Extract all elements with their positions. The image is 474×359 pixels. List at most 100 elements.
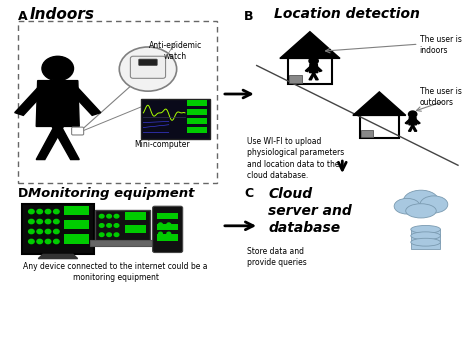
FancyBboxPatch shape [125, 225, 146, 233]
Polygon shape [310, 64, 318, 73]
Text: Any device connected to the internet could be a
monitoring equipment: Any device connected to the internet cou… [23, 262, 208, 282]
Circle shape [107, 214, 111, 218]
Text: D: D [18, 187, 27, 200]
Circle shape [54, 239, 59, 244]
FancyBboxPatch shape [64, 234, 89, 244]
Ellipse shape [411, 225, 440, 233]
Circle shape [45, 239, 51, 244]
Polygon shape [411, 125, 417, 131]
Circle shape [28, 229, 34, 234]
Circle shape [159, 223, 162, 226]
Circle shape [37, 239, 43, 244]
Circle shape [309, 57, 318, 64]
Text: A: A [18, 10, 27, 23]
Circle shape [114, 233, 119, 237]
FancyBboxPatch shape [157, 213, 178, 219]
FancyBboxPatch shape [187, 118, 207, 124]
Circle shape [119, 47, 177, 91]
FancyBboxPatch shape [187, 100, 207, 107]
FancyBboxPatch shape [288, 59, 332, 84]
FancyBboxPatch shape [153, 206, 182, 252]
Polygon shape [316, 66, 322, 71]
FancyBboxPatch shape [157, 224, 178, 230]
Text: C: C [244, 187, 253, 200]
Text: The user is
outdoors: The user is outdoors [420, 87, 462, 107]
Circle shape [37, 219, 43, 224]
Text: Cloud
server and
database: Cloud server and database [268, 187, 352, 235]
Circle shape [167, 232, 171, 235]
Text: Anti-epidemic
watch: Anti-epidemic watch [149, 41, 202, 61]
FancyBboxPatch shape [411, 229, 440, 249]
Ellipse shape [420, 196, 448, 213]
Circle shape [28, 239, 34, 244]
FancyBboxPatch shape [360, 115, 399, 138]
FancyBboxPatch shape [72, 127, 83, 135]
Polygon shape [409, 117, 416, 125]
Polygon shape [405, 120, 411, 124]
FancyBboxPatch shape [95, 210, 150, 242]
Circle shape [159, 232, 162, 235]
FancyBboxPatch shape [361, 130, 373, 137]
Text: Use WI-FI to upload
physiological parameters
and location data to the
cloud data: Use WI-FI to upload physiological parame… [247, 137, 345, 180]
Ellipse shape [403, 190, 438, 211]
Circle shape [45, 229, 51, 234]
Circle shape [42, 56, 73, 80]
Ellipse shape [394, 199, 420, 214]
Text: Indoors: Indoors [30, 7, 95, 22]
FancyBboxPatch shape [157, 234, 178, 241]
Polygon shape [15, 88, 45, 115]
Polygon shape [414, 120, 420, 124]
Text: Store data and
provide queries: Store data and provide queries [247, 247, 307, 267]
FancyBboxPatch shape [125, 212, 146, 220]
Circle shape [54, 219, 59, 224]
Circle shape [45, 209, 51, 214]
FancyBboxPatch shape [22, 204, 94, 254]
Circle shape [100, 224, 104, 227]
Circle shape [114, 214, 119, 218]
Circle shape [100, 214, 104, 218]
Circle shape [409, 111, 417, 117]
Text: The user is
indoors: The user is indoors [419, 35, 462, 55]
Text: B: B [244, 10, 254, 23]
Text: Monitoring equipment: Monitoring equipment [27, 187, 194, 200]
FancyBboxPatch shape [289, 75, 301, 83]
Circle shape [28, 219, 34, 224]
Polygon shape [38, 254, 78, 258]
Circle shape [114, 224, 119, 227]
Ellipse shape [411, 238, 440, 246]
Circle shape [107, 224, 111, 227]
Circle shape [107, 233, 111, 237]
Circle shape [167, 223, 171, 226]
Text: Mini-computer: Mini-computer [134, 140, 190, 149]
FancyBboxPatch shape [187, 109, 207, 115]
Polygon shape [71, 88, 101, 115]
Polygon shape [36, 126, 64, 159]
FancyBboxPatch shape [64, 206, 89, 215]
Circle shape [37, 209, 43, 214]
Circle shape [54, 209, 59, 214]
FancyBboxPatch shape [90, 240, 155, 246]
FancyBboxPatch shape [187, 127, 207, 133]
Circle shape [54, 229, 59, 234]
Ellipse shape [411, 232, 440, 240]
Polygon shape [309, 73, 315, 80]
FancyBboxPatch shape [64, 220, 89, 229]
Polygon shape [280, 32, 340, 59]
Circle shape [167, 214, 171, 216]
Polygon shape [305, 66, 312, 71]
Polygon shape [409, 125, 414, 131]
Circle shape [45, 219, 51, 224]
Polygon shape [52, 126, 79, 159]
Ellipse shape [406, 204, 436, 218]
Polygon shape [36, 80, 79, 126]
Circle shape [100, 233, 104, 237]
Circle shape [28, 209, 34, 214]
Polygon shape [353, 92, 406, 115]
Circle shape [159, 214, 162, 216]
FancyBboxPatch shape [141, 99, 210, 139]
Circle shape [37, 229, 43, 234]
Polygon shape [312, 73, 318, 80]
FancyBboxPatch shape [139, 59, 157, 65]
Text: Location detection: Location detection [274, 7, 420, 21]
FancyBboxPatch shape [130, 56, 165, 78]
